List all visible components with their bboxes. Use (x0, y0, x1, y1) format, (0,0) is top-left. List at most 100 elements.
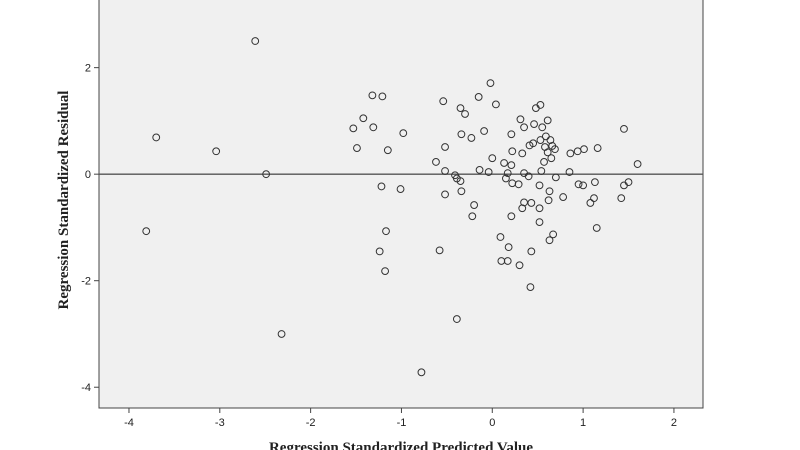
point (484, 168, 493, 176)
point (441, 190, 449, 199)
point (492, 100, 500, 109)
point (565, 168, 574, 176)
point (503, 169, 512, 178)
point (590, 194, 598, 203)
point (507, 161, 516, 170)
point (142, 227, 151, 236)
point (378, 92, 387, 101)
point (349, 124, 358, 133)
point (545, 187, 554, 196)
point (417, 368, 426, 377)
point (435, 246, 444, 255)
y-tick-label: 0 (85, 169, 91, 181)
point (574, 180, 583, 189)
point (540, 158, 548, 166)
point (452, 315, 461, 323)
point (382, 227, 390, 236)
point (516, 115, 525, 124)
point (396, 185, 405, 193)
y-axis-title: Regression Standardized Residual (56, 91, 72, 310)
point (551, 173, 560, 182)
point (474, 93, 483, 101)
point (359, 114, 368, 123)
point (633, 160, 642, 168)
point (488, 154, 497, 163)
point (547, 154, 556, 163)
point (515, 261, 524, 270)
point (535, 181, 544, 190)
x-tick-label: -4 (124, 417, 134, 429)
point (551, 145, 559, 154)
point (591, 178, 599, 187)
point (383, 146, 392, 155)
y-tick-label: -2 (81, 276, 91, 288)
point (514, 180, 523, 189)
point (508, 147, 517, 156)
point (535, 204, 544, 213)
plot-area (98, 0, 704, 409)
point (381, 267, 390, 276)
x-tick-label: -3 (215, 417, 225, 429)
point (518, 149, 527, 158)
point (559, 193, 568, 201)
point (496, 233, 505, 241)
point (368, 91, 377, 100)
point (592, 224, 601, 232)
point (524, 172, 533, 181)
point (580, 145, 588, 154)
point (535, 218, 544, 227)
point (520, 123, 528, 132)
point (549, 230, 558, 239)
point (502, 174, 510, 183)
point (457, 130, 466, 139)
point (566, 149, 575, 158)
point (468, 212, 477, 221)
point (369, 123, 378, 132)
point (520, 198, 528, 207)
point (461, 110, 469, 118)
x-tick-label: -2 (306, 417, 316, 429)
point (277, 330, 286, 338)
point (536, 136, 545, 144)
point (486, 79, 495, 87)
point (441, 167, 449, 175)
point (456, 177, 465, 185)
point (377, 182, 386, 191)
y-tick-label: 2 (85, 63, 91, 75)
point (579, 181, 588, 190)
point (441, 143, 449, 151)
point (617, 194, 626, 203)
point (537, 167, 546, 175)
point (527, 247, 536, 256)
point (480, 127, 489, 135)
point (470, 201, 479, 209)
point (507, 212, 516, 221)
point (620, 124, 628, 133)
point (507, 130, 516, 139)
point (152, 133, 161, 142)
point (500, 159, 508, 167)
point (546, 136, 555, 144)
point (538, 123, 547, 132)
point (432, 158, 440, 166)
point (526, 283, 535, 291)
point (530, 120, 538, 129)
x-tick-label: 1 (580, 417, 586, 429)
point (518, 204, 527, 213)
point (439, 97, 448, 106)
point (544, 196, 553, 205)
x-axis-title: Regression Standardized Predicted Value (269, 440, 533, 450)
point (541, 143, 549, 151)
point (543, 116, 552, 125)
point (353, 144, 361, 152)
point (503, 257, 512, 265)
point (251, 37, 260, 45)
point (475, 166, 484, 174)
point (529, 139, 538, 148)
point (624, 178, 633, 187)
point (545, 236, 554, 245)
point (212, 147, 221, 156)
point (262, 170, 271, 179)
point (399, 129, 408, 138)
